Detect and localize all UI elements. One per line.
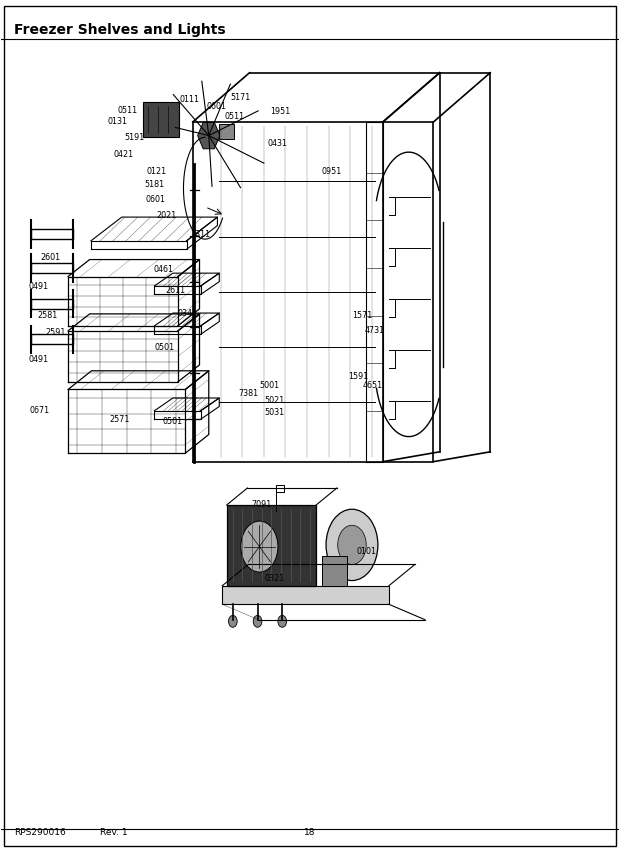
Text: 18: 18 xyxy=(304,828,316,837)
Text: 0491: 0491 xyxy=(29,355,48,365)
Text: 0511: 0511 xyxy=(118,106,138,114)
Circle shape xyxy=(338,526,366,565)
FancyBboxPatch shape xyxy=(219,124,234,139)
Text: 2571: 2571 xyxy=(110,415,130,423)
Text: RPS290016: RPS290016 xyxy=(14,828,66,837)
Text: 4731: 4731 xyxy=(365,326,385,336)
Text: 7091: 7091 xyxy=(252,499,272,509)
FancyBboxPatch shape xyxy=(143,101,179,137)
Circle shape xyxy=(278,615,286,627)
FancyBboxPatch shape xyxy=(322,556,347,585)
Text: 0341: 0341 xyxy=(178,309,198,319)
Text: Rev. 1: Rev. 1 xyxy=(100,828,128,837)
Text: 0951: 0951 xyxy=(322,167,342,176)
Text: 0131: 0131 xyxy=(107,118,128,126)
Text: 1951: 1951 xyxy=(270,107,291,116)
Circle shape xyxy=(253,615,262,627)
Text: Freezer Shelves and Lights: Freezer Shelves and Lights xyxy=(14,23,225,37)
Circle shape xyxy=(241,521,278,572)
Text: 0121: 0121 xyxy=(147,167,167,176)
Text: 0321: 0321 xyxy=(264,574,284,584)
Text: 2611: 2611 xyxy=(166,285,185,295)
Text: 0491: 0491 xyxy=(29,282,48,291)
Text: 0421: 0421 xyxy=(113,150,134,158)
Text: 0431: 0431 xyxy=(268,139,288,147)
Circle shape xyxy=(326,509,378,580)
Text: 0601: 0601 xyxy=(206,102,226,112)
Text: 5021: 5021 xyxy=(265,396,285,405)
Text: 0111: 0111 xyxy=(180,95,200,105)
FancyBboxPatch shape xyxy=(223,585,389,604)
Text: 5031: 5031 xyxy=(265,408,285,417)
Text: 2021: 2021 xyxy=(157,211,177,220)
Polygon shape xyxy=(198,123,220,149)
Text: 5181: 5181 xyxy=(144,181,164,189)
Text: 0461: 0461 xyxy=(153,265,173,274)
FancyBboxPatch shape xyxy=(227,505,316,585)
Circle shape xyxy=(229,615,237,627)
Text: 0101: 0101 xyxy=(356,547,377,556)
Text: 2581: 2581 xyxy=(38,311,58,320)
Text: 0601: 0601 xyxy=(146,195,166,204)
Text: 5001: 5001 xyxy=(260,381,280,389)
Text: 4651: 4651 xyxy=(363,381,383,389)
Text: 0501: 0501 xyxy=(163,417,183,426)
Text: 5191: 5191 xyxy=(124,133,144,141)
Text: 0511: 0511 xyxy=(224,112,245,121)
Text: 7381: 7381 xyxy=(238,389,259,398)
Text: 7311: 7311 xyxy=(190,230,210,239)
Text: 0671: 0671 xyxy=(30,406,50,415)
Text: 1591: 1591 xyxy=(348,372,368,381)
Text: 1571: 1571 xyxy=(352,311,373,320)
Text: 2591: 2591 xyxy=(45,328,66,337)
Text: 5171: 5171 xyxy=(231,93,251,102)
Text: 0501: 0501 xyxy=(155,343,175,353)
Text: 2601: 2601 xyxy=(41,253,61,262)
